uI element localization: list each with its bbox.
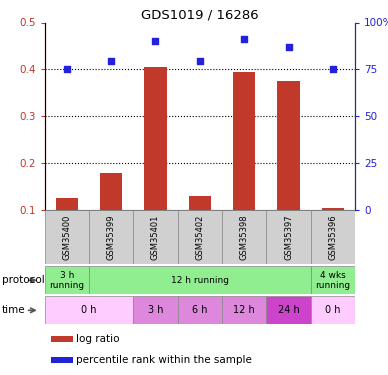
Title: GDS1019 / 16286: GDS1019 / 16286 — [141, 8, 259, 21]
Bar — [51, 357, 73, 363]
Bar — [178, 296, 222, 324]
Text: GSM35396: GSM35396 — [328, 214, 337, 260]
Bar — [233, 72, 255, 257]
Text: 3 h
running: 3 h running — [49, 271, 84, 290]
Text: 0 h: 0 h — [325, 305, 341, 315]
Point — [152, 38, 159, 44]
Point — [197, 58, 203, 64]
Text: GSM35397: GSM35397 — [284, 214, 293, 260]
Text: 3 h: 3 h — [148, 305, 163, 315]
FancyBboxPatch shape — [45, 210, 89, 264]
Text: 4 wks
running: 4 wks running — [315, 271, 350, 290]
Text: GSM35399: GSM35399 — [107, 214, 116, 260]
Text: 12 h: 12 h — [233, 305, 255, 315]
Text: 12 h running: 12 h running — [171, 276, 229, 285]
Bar — [311, 296, 355, 324]
Point — [241, 36, 247, 42]
FancyBboxPatch shape — [133, 210, 178, 264]
Bar — [133, 296, 178, 324]
Bar — [51, 336, 73, 342]
Point — [64, 66, 70, 72]
Text: 0 h: 0 h — [81, 305, 97, 315]
Text: 6 h: 6 h — [192, 305, 208, 315]
Text: 24 h: 24 h — [278, 305, 300, 315]
Text: GSM35398: GSM35398 — [240, 214, 249, 260]
Bar — [222, 296, 266, 324]
Bar — [56, 198, 78, 257]
FancyBboxPatch shape — [178, 210, 222, 264]
Bar — [45, 296, 133, 324]
Bar — [45, 266, 89, 294]
FancyBboxPatch shape — [266, 210, 311, 264]
Text: GSM35401: GSM35401 — [151, 214, 160, 260]
Point — [286, 44, 292, 50]
Bar — [311, 266, 355, 294]
FancyBboxPatch shape — [222, 210, 266, 264]
FancyBboxPatch shape — [311, 210, 355, 264]
Bar — [89, 266, 311, 294]
Bar — [144, 67, 166, 257]
Bar — [322, 208, 344, 257]
Bar — [266, 296, 311, 324]
Text: protocol: protocol — [2, 275, 45, 285]
Point — [108, 58, 114, 64]
Bar — [100, 172, 122, 257]
Text: time: time — [2, 305, 26, 315]
Bar — [189, 196, 211, 257]
Point — [330, 66, 336, 72]
Text: log ratio: log ratio — [76, 334, 119, 344]
Text: GSM35400: GSM35400 — [62, 214, 71, 260]
FancyBboxPatch shape — [89, 210, 133, 264]
Bar — [277, 81, 300, 257]
Text: percentile rank within the sample: percentile rank within the sample — [76, 355, 251, 365]
Text: GSM35402: GSM35402 — [195, 214, 204, 260]
